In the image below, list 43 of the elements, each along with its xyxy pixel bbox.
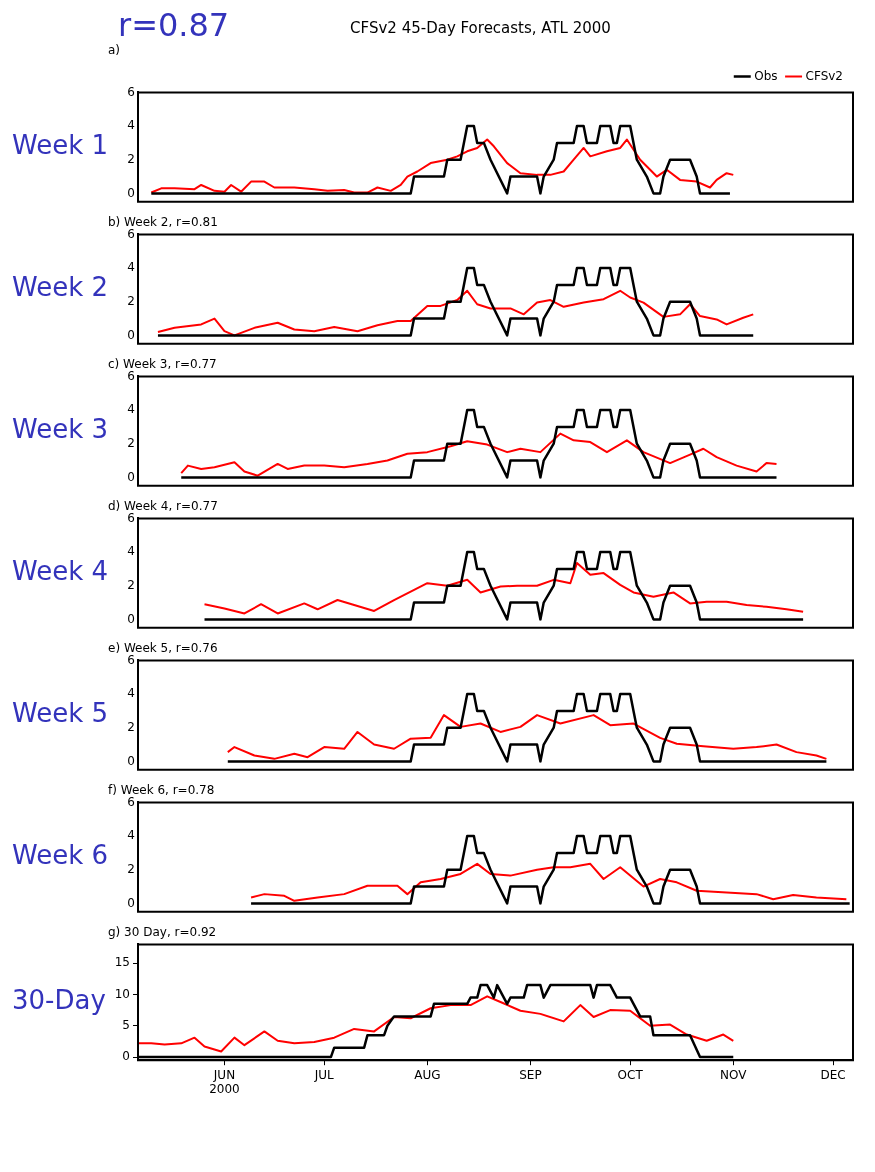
y-tick-label: 15 — [114, 955, 130, 970]
y-tick-label: 2 — [127, 861, 135, 876]
y-tick-label: 4 — [127, 544, 135, 559]
y-tick-label: 4 — [127, 828, 135, 843]
legend-label: CFSv2 — [805, 68, 844, 83]
text: Week 4 — [12, 555, 109, 586]
text: 30-Day — [12, 985, 106, 1016]
y-tick-label: 0 — [127, 753, 135, 768]
y-tick-label: 0 — [122, 1049, 130, 1064]
y-tick-label: 0 — [127, 185, 135, 200]
y-tick-label: 4 — [127, 118, 135, 133]
y-tick-label: 2 — [127, 293, 135, 308]
y-tick-label: 0 — [127, 895, 135, 910]
y-tick-label: 2 — [127, 577, 135, 592]
y-tick-label: 2 — [127, 435, 135, 450]
y-tick-label: 6 — [127, 84, 135, 99]
text: Week 5 — [12, 697, 109, 728]
text: r=0.87 — [118, 6, 230, 45]
y-tick-label: 4 — [127, 686, 135, 701]
y-tick-label: 4 — [127, 260, 135, 275]
text: Week 3 — [12, 413, 109, 444]
y-tick-label: 0 — [127, 469, 135, 484]
x-tick-label: DEC — [820, 1067, 846, 1082]
text: Week 1 — [12, 129, 109, 160]
y-tick-label: 5 — [122, 1017, 130, 1032]
chart-title: CFSv2 45-Day Forecasts, ATL 2000 — [350, 18, 611, 37]
x-tick-label: OCT — [617, 1067, 644, 1082]
y-tick-label: 10 — [114, 986, 130, 1001]
x-tick-label: SEP — [519, 1067, 542, 1082]
x-tick-label: AUG — [414, 1067, 441, 1082]
x-tick-label: NOV — [720, 1067, 748, 1082]
x-tick-label: JUN 2000 — [209, 1067, 240, 1096]
x-tick-label: JUL — [313, 1067, 335, 1082]
chart-title: g) 30 Day, r=0.92 — [108, 925, 217, 940]
y-tick-label: 0 — [127, 327, 135, 342]
text: Week 6 — [12, 839, 109, 870]
chart-subtitle: a) — [108, 43, 121, 58]
y-tick-label: 4 — [127, 402, 135, 417]
y-tick-label: 2 — [127, 151, 135, 166]
legend-label: Obs — [754, 68, 778, 83]
text: Week 2 — [12, 271, 109, 302]
y-tick-label: 0 — [127, 611, 135, 626]
y-tick-label: 2 — [127, 719, 135, 734]
